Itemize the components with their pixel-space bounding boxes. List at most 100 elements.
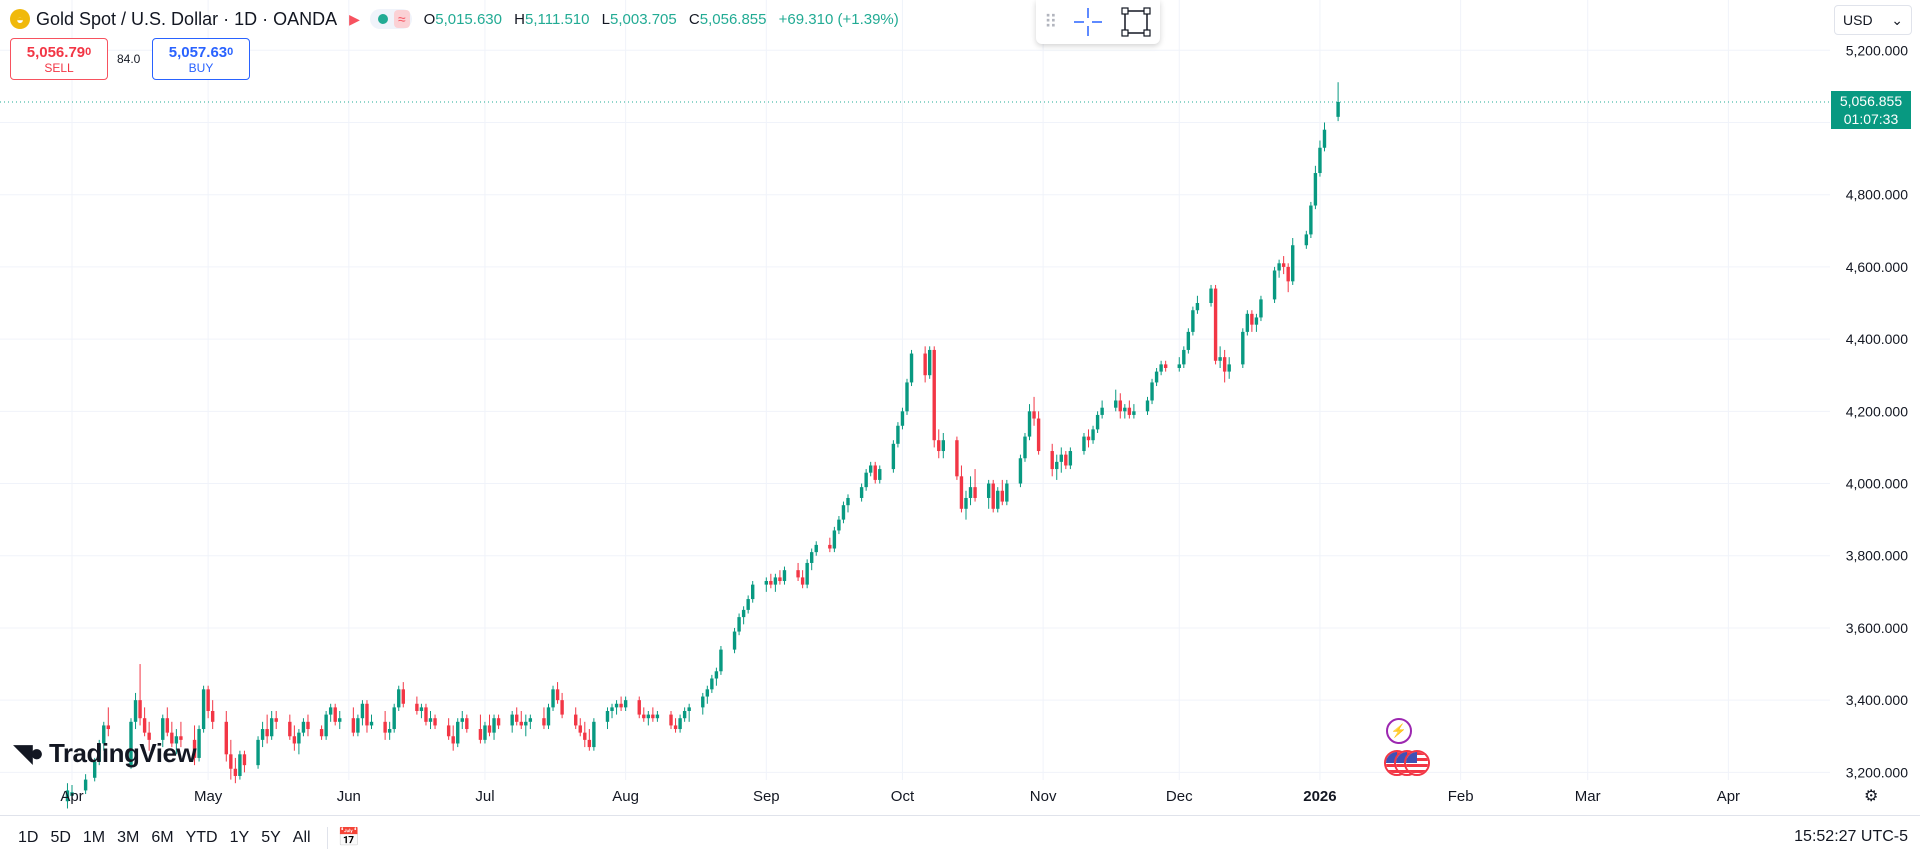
close-key: C <box>688 10 700 28</box>
candle <box>669 710 673 730</box>
candle <box>800 570 805 589</box>
candle <box>515 707 519 726</box>
spread-value: 84.0 <box>117 52 141 66</box>
candle <box>646 710 651 726</box>
candle <box>260 721 265 748</box>
y-tick-label: 4,000.000 <box>1846 476 1908 492</box>
candle <box>465 714 469 733</box>
candle <box>687 703 691 722</box>
last-price-value: 5,056.855 <box>1839 92 1903 109</box>
candle <box>1322 122 1327 152</box>
candle <box>846 494 850 513</box>
market-status-pill[interactable]: ≈ <box>369 9 412 29</box>
us-flag-event-icon[interactable] <box>1404 750 1430 776</box>
tradingview-logo[interactable]: ◥● TradingView <box>14 738 197 769</box>
candle <box>605 707 610 730</box>
candle <box>433 714 437 730</box>
high-value: 5,111.510 <box>524 10 590 28</box>
sell-price-sub: 0 <box>85 45 92 58</box>
range-5y[interactable]: 5Y <box>261 828 281 846</box>
low-key: L <box>601 10 611 28</box>
candle <box>1027 404 1032 441</box>
candle <box>592 718 596 751</box>
candle <box>714 667 719 686</box>
candle <box>269 710 274 740</box>
range-6m[interactable]: 6M <box>151 828 174 846</box>
candle <box>192 725 197 766</box>
candle <box>705 685 710 704</box>
candle <box>238 750 242 780</box>
y-tick-label: 3,200.000 <box>1846 764 1908 780</box>
range-ytd[interactable]: YTD <box>185 828 218 846</box>
candle <box>1250 310 1254 332</box>
candle <box>256 736 260 769</box>
candle <box>487 714 492 737</box>
candle <box>288 714 292 740</box>
y-tick-label: 5,200.000 <box>1846 42 1908 58</box>
sell-button[interactable]: 5,056.790 SELL <box>10 38 108 80</box>
candle <box>365 700 369 733</box>
price-chart[interactable]: 3,200.000 3,400.000 3,600.000 3,800.000 4,00… <box>0 0 1920 815</box>
buy-button[interactable]: 5,057.630 BUY <box>152 38 250 80</box>
candle <box>369 714 374 730</box>
range-1m[interactable]: 1M <box>82 828 106 846</box>
clock-timezone[interactable]: 15:52:27 UTC-5 <box>1794 828 1908 845</box>
candle <box>265 714 269 744</box>
candle <box>1191 306 1195 336</box>
bar-countdown: 01:07:33 <box>1843 110 1899 127</box>
y-tick-label: 4,800.000 <box>1846 187 1908 203</box>
close-value: 5,056.855 <box>699 10 767 28</box>
candle <box>1213 284 1218 365</box>
axis-settings-icon[interactable]: ⚙ <box>1864 788 1879 805</box>
grid <box>0 0 1830 780</box>
x-tick-label: Jul <box>475 788 494 805</box>
candle <box>161 714 165 748</box>
candles <box>65 82 1340 809</box>
last-price-label: 5,056.855 01:07:33 <box>1831 90 1911 129</box>
candle <box>701 692 705 715</box>
open-key: O <box>423 10 436 28</box>
candle <box>1050 443 1054 477</box>
candle <box>678 714 682 733</box>
symbol-legend: ◒ Gold Spot / U.S. Dollar · 1D · OANDA ▶… <box>10 8 907 30</box>
candle <box>356 714 360 737</box>
candle <box>1272 266 1277 304</box>
candle <box>333 703 337 726</box>
candle <box>968 476 973 506</box>
range-5d[interactable]: 5D <box>50 828 71 846</box>
drag-handle-icon[interactable]: ⠿ <box>1044 11 1057 32</box>
x-tick-label: Apr <box>1717 788 1740 805</box>
candle <box>242 750 247 773</box>
candle <box>65 783 70 809</box>
candle <box>828 537 832 553</box>
candle <box>546 703 551 730</box>
x-tick-label: Aug <box>612 788 639 805</box>
candle <box>1055 454 1059 480</box>
candle <box>773 573 778 592</box>
candle <box>419 703 424 719</box>
market-open-icon <box>377 14 388 24</box>
candle <box>841 501 846 524</box>
lightning-event-icon[interactable]: ⚡ <box>1386 718 1412 744</box>
range-3m[interactable]: 3M <box>117 828 140 846</box>
y-tick-label: 4,400.000 <box>1846 331 1908 347</box>
range-all[interactable]: All <box>292 828 311 846</box>
candle <box>197 725 201 762</box>
candle <box>1132 404 1136 419</box>
range-1d[interactable]: 1D <box>18 828 39 846</box>
calendar-goto-date-icon[interactable]: 📅 <box>337 827 360 847</box>
candle <box>524 714 528 737</box>
flag-icon[interactable]: ▶ <box>349 10 360 27</box>
candle <box>1114 389 1118 412</box>
range-1y[interactable]: 1Y <box>229 828 250 846</box>
candle <box>891 440 896 473</box>
low-value: 5,003.705 <box>610 10 677 28</box>
y-tick-label: 4,600.000 <box>1846 259 1908 275</box>
currency-selector[interactable]: USD ⌄ <box>1834 5 1912 35</box>
candle <box>574 707 578 730</box>
symbol-title[interactable]: Gold Spot / U.S. Dollar · 1D · OANDA <box>36 8 338 29</box>
candle <box>424 703 428 726</box>
crosshair-icon[interactable] <box>1072 6 1104 38</box>
rectangle-tool-icon[interactable] <box>1120 6 1152 38</box>
candle <box>1127 400 1132 419</box>
